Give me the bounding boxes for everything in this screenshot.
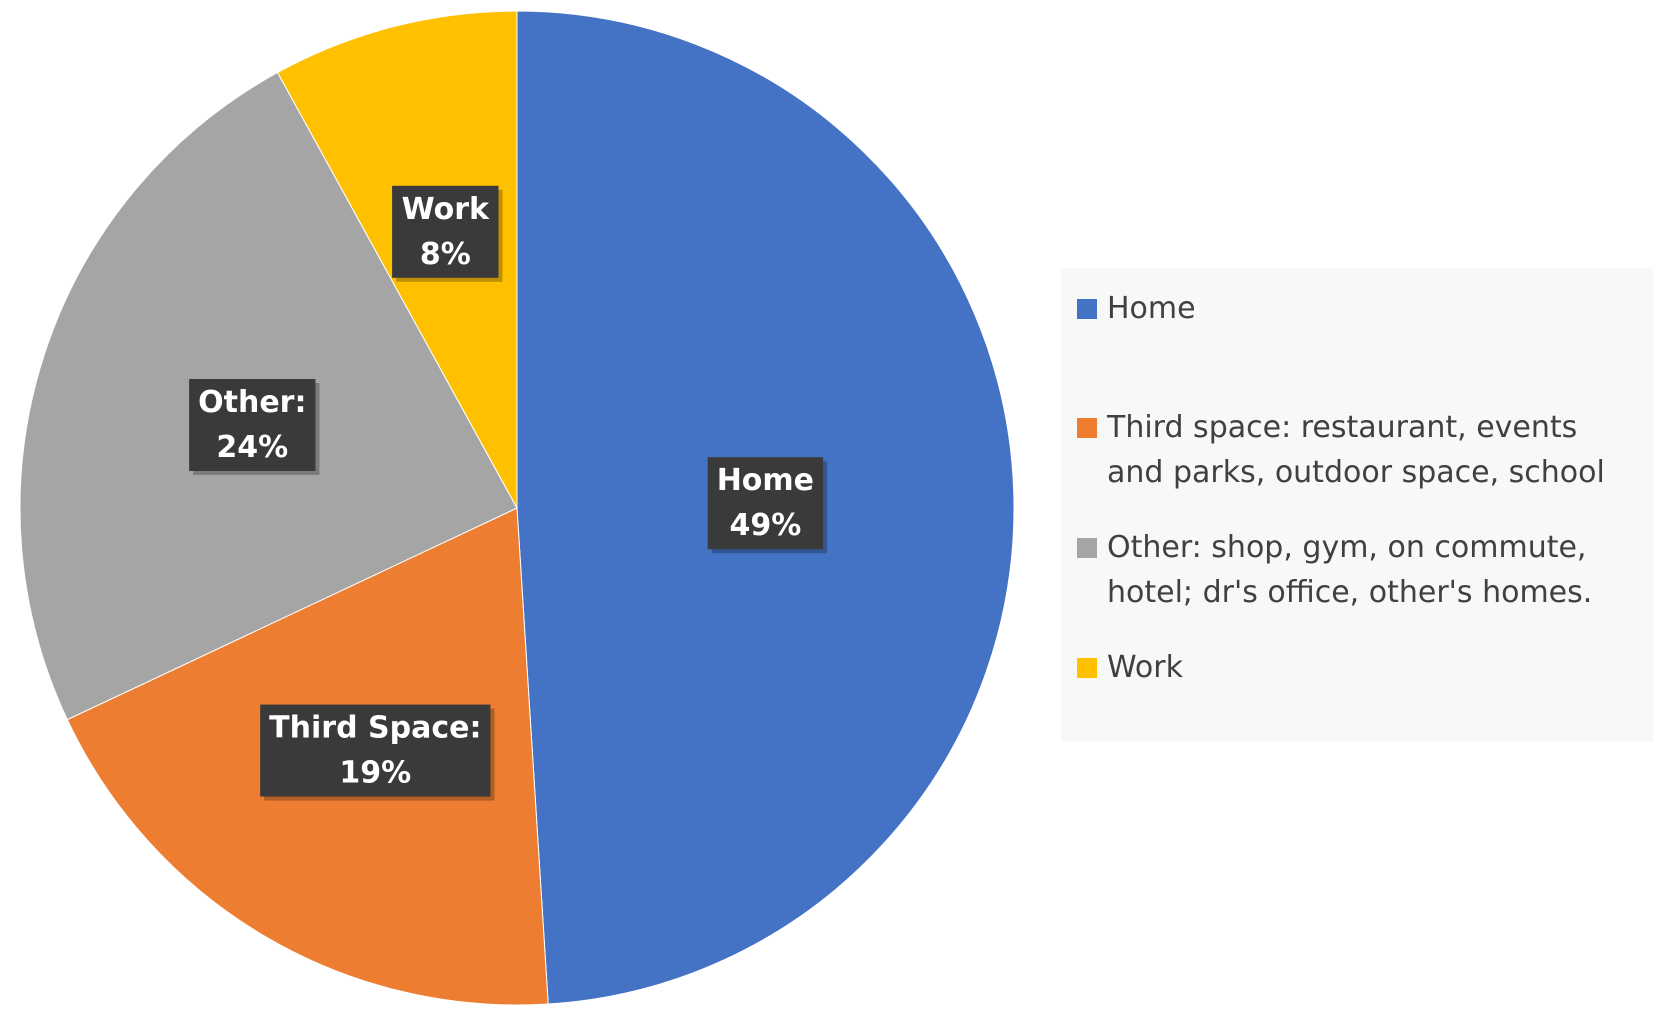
legend-item-other: Other: shop, gym, on commute, hotel; dr'… (1061, 525, 1641, 615)
data-label-home: Home 49% (707, 457, 828, 554)
legend-label-third-space: Third space: restaurant, events and park… (1107, 410, 1605, 490)
legend-item-work: Work (1061, 645, 1641, 690)
legend-swatch-other (1077, 538, 1097, 558)
legend-label-other: Other: shop, gym, on commute, hotel; dr'… (1107, 530, 1593, 610)
legend-swatch-third-space (1077, 418, 1097, 438)
data-label-work-name: Work (402, 192, 490, 227)
data-label-other-name: Other: (198, 385, 306, 420)
legend-label-work: Work (1107, 650, 1183, 685)
data-label-third-space-name: Third Space: (269, 711, 481, 746)
data-label-other-value: 24% (216, 430, 288, 465)
data-label-other-box (189, 378, 316, 471)
legend-item-third-space: Third space: restaurant, events and park… (1061, 405, 1641, 495)
data-label-third-space-box (260, 704, 491, 797)
data-label-home-box (707, 457, 824, 550)
data-label-work-value: 8% (420, 237, 471, 272)
legend-swatch-work (1077, 658, 1097, 678)
data-label-third-space: Third Space: 19% (260, 704, 495, 801)
legend-swatch-home (1077, 299, 1097, 319)
legend-item-home: Home (1061, 286, 1641, 331)
data-label-work: Work 8% (392, 185, 503, 282)
data-label-work-box (392, 185, 499, 278)
data-label-home-name: Home (717, 463, 814, 498)
data-label-home-value: 49% (729, 508, 801, 543)
data-label-other: Other: 24% (189, 378, 320, 475)
legend-label-home: Home (1107, 291, 1196, 326)
chart-legend: Home Third space: restaurant, events and… (1061, 268, 1653, 742)
data-label-third-space-value: 19% (339, 756, 411, 791)
